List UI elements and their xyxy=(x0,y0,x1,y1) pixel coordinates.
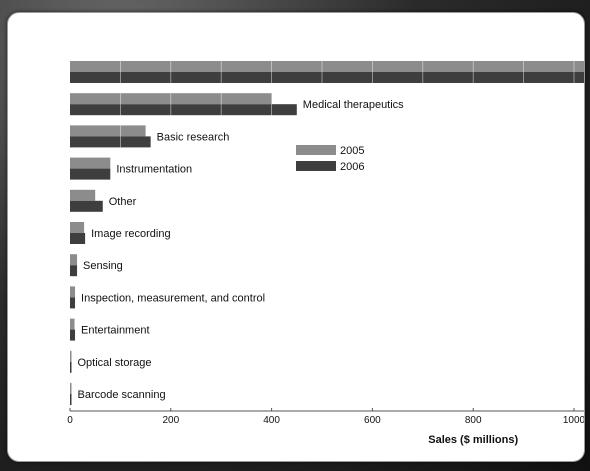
bar-2005-7 xyxy=(70,286,76,298)
x-tick-label-200: 200 xyxy=(162,415,179,426)
sales-bar-chart: 02004006008001000120014001600Sales ($ mi… xyxy=(67,61,584,446)
x-tick-label-800: 800 xyxy=(465,415,482,426)
chart-panel: 02004006008001000120014001600Sales ($ mi… xyxy=(7,12,585,462)
category-label-7: Inspection, measurement, and control xyxy=(81,292,265,304)
x-tick-label-0: 0 xyxy=(67,415,73,426)
category-label-10: Barcode scanning xyxy=(78,389,166,401)
bar-2006-5 xyxy=(70,233,86,244)
bar-2005-6 xyxy=(70,254,78,266)
bar-2006-6 xyxy=(70,265,78,277)
bar-2006-8 xyxy=(70,329,76,341)
category-label-1: Medical therapeutics xyxy=(303,99,404,111)
bar-2006-1 xyxy=(70,104,297,116)
legend-swatch-2005 xyxy=(296,145,336,155)
bar-2005-10 xyxy=(70,383,72,394)
bar-2006-4 xyxy=(70,200,103,212)
bar-2005-4 xyxy=(70,189,96,201)
x-axis-title: Sales ($ millions) xyxy=(428,434,518,446)
bar-2005-8 xyxy=(70,318,75,330)
category-label-3: Instrumentation xyxy=(116,164,192,176)
legend-label-2005: 2005 xyxy=(340,145,364,157)
category-label-4: Other xyxy=(109,196,137,208)
category-label-6: Sensing xyxy=(83,260,123,272)
bar-2006-0 xyxy=(70,72,584,83)
legend-swatch-2006 xyxy=(296,161,336,171)
x-tick-label-1000: 1000 xyxy=(563,415,584,426)
bar-2006-10 xyxy=(70,394,72,405)
category-label-5: Image recording xyxy=(91,228,170,240)
bar-2006-7 xyxy=(70,297,76,309)
bar-2005-9 xyxy=(70,350,72,362)
x-tick-label-400: 400 xyxy=(263,415,280,426)
bar-2005-5 xyxy=(70,222,85,233)
bar-2005-0 xyxy=(70,61,584,72)
bar-2006-3 xyxy=(70,168,111,180)
category-label-2: Basic research xyxy=(157,131,230,143)
category-label-9: Optical storage xyxy=(78,357,152,369)
legend-label-2006: 2006 xyxy=(340,161,364,173)
bar-2005-2 xyxy=(70,125,146,137)
category-label-8: Entertainment xyxy=(81,325,149,337)
bar-2006-2 xyxy=(70,136,151,148)
bar-2005-3 xyxy=(70,157,111,169)
bar-2006-9 xyxy=(70,361,72,373)
x-tick-label-600: 600 xyxy=(364,415,381,426)
